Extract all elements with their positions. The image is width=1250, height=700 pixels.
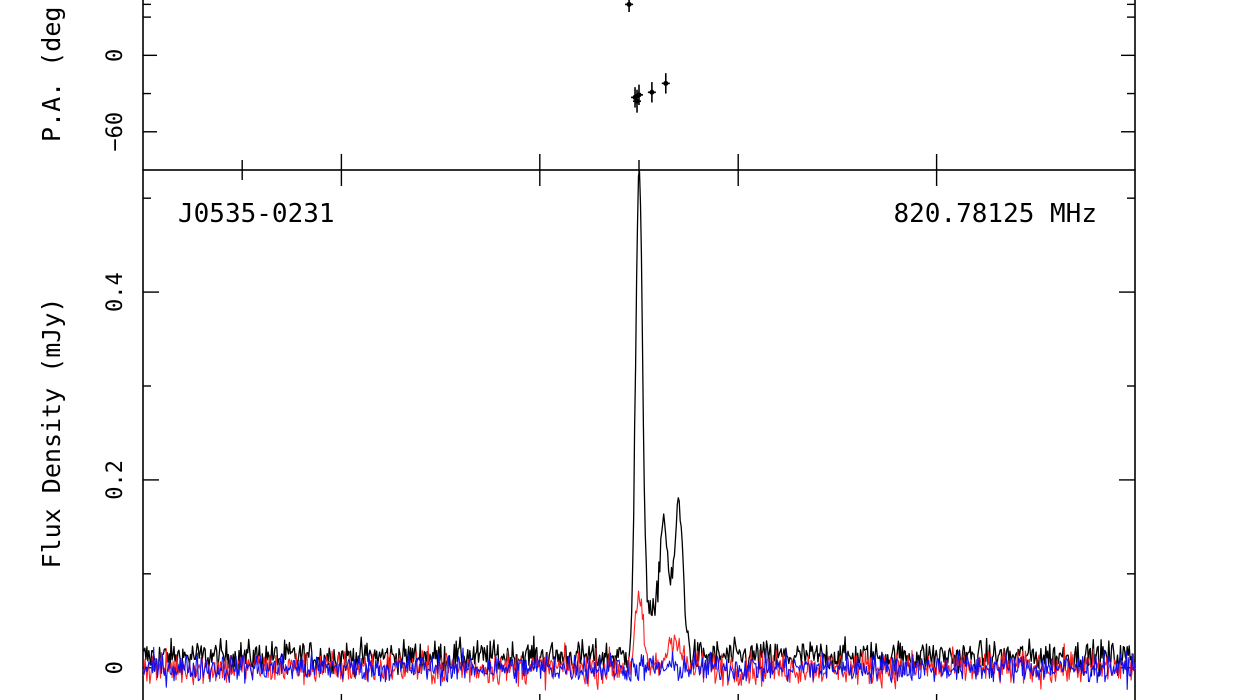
pa-point-marker [636,92,642,98]
profile-series-line [142,646,1136,690]
source-name-label: J0535-0231 [178,199,335,229]
pa-point-marker [626,1,632,7]
pa-point-marker [663,80,669,86]
pa-ytick-label: −60 [103,112,128,152]
pa-ylabel: P.A. (deg [37,7,66,142]
pa-ytick-label: 0 [103,49,128,62]
flux-ytick-label: 0 [103,661,128,674]
pa-point-marker [649,89,655,95]
pa-panel: −60 0 P.A. (deg [37,0,1136,170]
frequency-label: 820.78125 MHz [894,199,1098,229]
flux-ytick-label: 0.4 [103,272,128,312]
profile-series-line [142,170,1135,678]
flux-ylabel: Flux Density (mJy) [37,298,66,569]
profile-panel: 0 0.2 0.4 J0535-0231 820.78125 MHz Flux De… [37,169,1136,700]
flux-ytick-label: 0.2 [103,460,128,500]
